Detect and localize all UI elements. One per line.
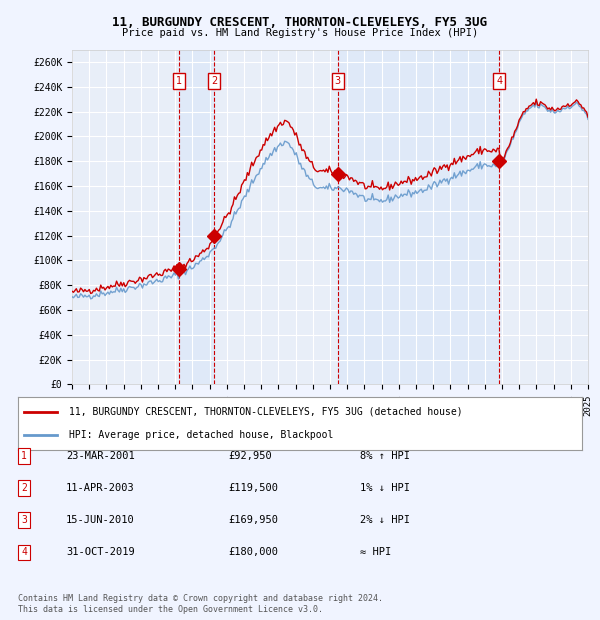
Text: 1: 1 (176, 76, 182, 86)
Text: 2% ↓ HPI: 2% ↓ HPI (360, 515, 410, 525)
Text: HPI: Average price, detached house, Blackpool: HPI: Average price, detached house, Blac… (69, 430, 333, 440)
Text: 3: 3 (21, 515, 27, 525)
Text: 31-OCT-2019: 31-OCT-2019 (66, 547, 135, 557)
Bar (179, 50, 214, 384)
Text: £180,000: £180,000 (228, 547, 278, 557)
Text: 11, BURGUNDY CRESCENT, THORNTON-CLEVELEYS, FY5 3UG (detached house): 11, BURGUNDY CRESCENT, THORNTON-CLEVELEY… (69, 407, 463, 417)
Text: 23-MAR-2001: 23-MAR-2001 (66, 451, 135, 461)
Text: ≈ HPI: ≈ HPI (360, 547, 391, 557)
Text: 2: 2 (211, 76, 217, 86)
Text: 1: 1 (21, 451, 27, 461)
Text: 3: 3 (335, 76, 341, 86)
Text: 4: 4 (21, 547, 27, 557)
Text: 15-JUN-2010: 15-JUN-2010 (66, 515, 135, 525)
Text: Contains HM Land Registry data © Crown copyright and database right 2024.
This d: Contains HM Land Registry data © Crown c… (18, 595, 383, 614)
Text: 4: 4 (496, 76, 502, 86)
Text: £169,950: £169,950 (228, 515, 278, 525)
Text: £119,500: £119,500 (228, 483, 278, 493)
Text: Price paid vs. HM Land Registry's House Price Index (HPI): Price paid vs. HM Land Registry's House … (122, 28, 478, 38)
Text: 8% ↑ HPI: 8% ↑ HPI (360, 451, 410, 461)
Text: 2: 2 (21, 483, 27, 493)
Text: 11, BURGUNDY CRESCENT, THORNTON-CLEVELEYS, FY5 3UG: 11, BURGUNDY CRESCENT, THORNTON-CLEVELEY… (113, 16, 487, 29)
Text: £92,950: £92,950 (228, 451, 272, 461)
Bar (338, 50, 499, 384)
Text: 11-APR-2003: 11-APR-2003 (66, 483, 135, 493)
Text: 1% ↓ HPI: 1% ↓ HPI (360, 483, 410, 493)
